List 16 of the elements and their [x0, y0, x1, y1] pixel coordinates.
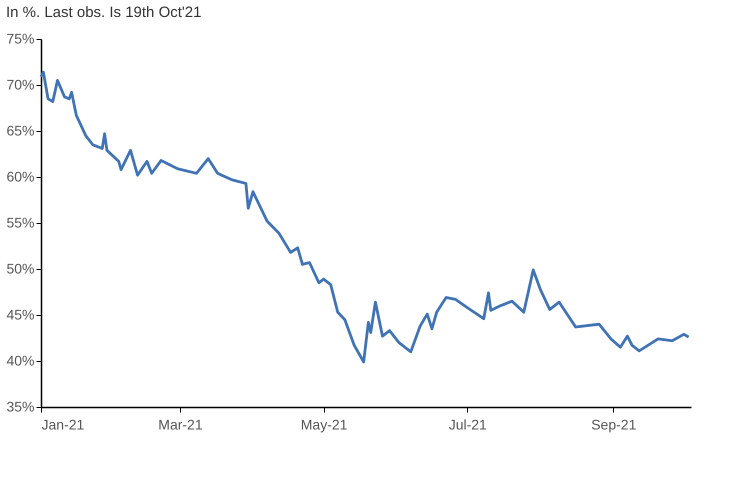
- y-tick-label: 45%: [6, 306, 34, 322]
- y-tick-label: 55%: [6, 214, 34, 230]
- x-tick-label: Jan-21: [42, 416, 85, 432]
- y-tick-label: 75%: [6, 30, 34, 46]
- y-tick-label: 35%: [6, 398, 34, 414]
- x-tick-label: Jul-21: [448, 416, 488, 432]
- x-tick-label: Sep-21: [591, 416, 637, 432]
- y-tick-label: 60%: [6, 168, 34, 184]
- y-tick-label: 70%: [6, 76, 34, 92]
- line-series: [40, 70, 690, 364]
- x-tick-label: Mar-21: [158, 416, 203, 432]
- y-tick-label: 40%: [6, 352, 34, 368]
- chart-title: In %. Last obs. Is 19th Oct'21: [6, 4, 202, 21]
- x-tick-label: May-21: [300, 416, 348, 432]
- y-tick-label: 50%: [6, 260, 34, 276]
- y-tick-label: 65%: [6, 122, 34, 138]
